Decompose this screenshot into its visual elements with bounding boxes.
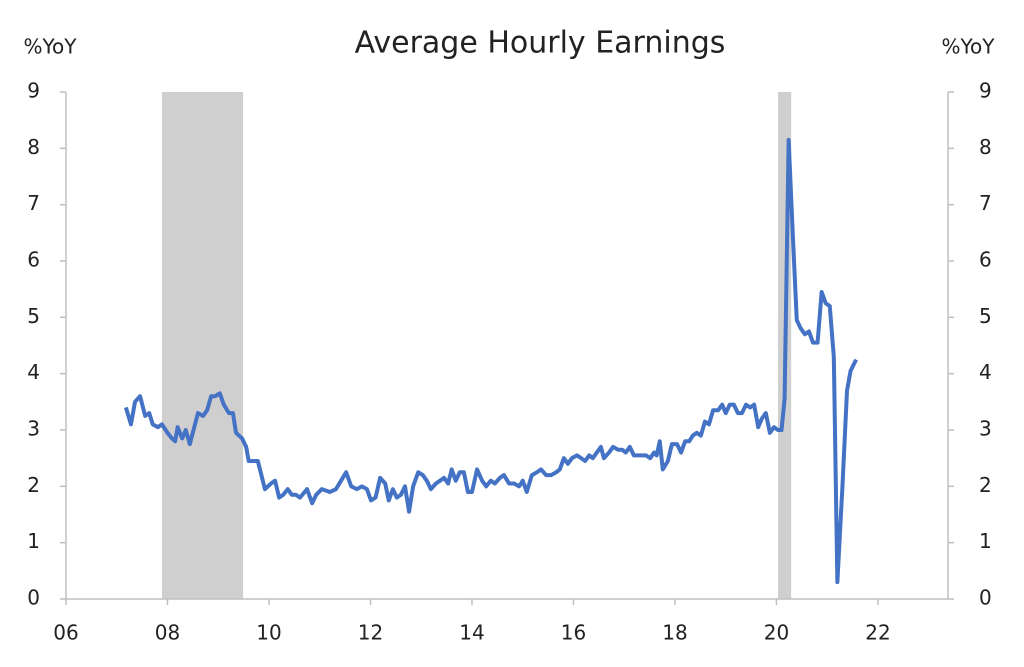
- x-tick-label: 22: [865, 621, 890, 645]
- x-tick-label: 12: [358, 621, 383, 645]
- x-tick-label: 18: [662, 621, 687, 645]
- y2-tick-label: 6: [979, 248, 992, 272]
- y2-axis-label: %YoY: [941, 35, 995, 59]
- y-tick-label: 4: [27, 360, 40, 384]
- y2-tick-label: 7: [979, 191, 992, 215]
- y2-tick-label: 9: [979, 79, 992, 103]
- y-tick-label: 2: [27, 473, 40, 497]
- x-tick-label: 10: [256, 621, 281, 645]
- y-axis-label: %YoY: [23, 35, 77, 59]
- x-tick-label: 06: [53, 621, 78, 645]
- line-series: [123, 137, 858, 585]
- y-tick-label: 7: [27, 191, 40, 215]
- x-tick-label: 08: [155, 621, 180, 645]
- y-tick-label: 1: [27, 529, 40, 553]
- chart-title: Average Hourly Earnings: [355, 26, 726, 61]
- y-tick-label: 9: [27, 79, 40, 103]
- y2-tick-label: 4: [979, 360, 992, 384]
- y2-tick-label: 0: [979, 586, 992, 610]
- y-tick-label: 5: [27, 304, 40, 328]
- y2-tick-label: 1: [979, 529, 992, 553]
- recession-band: [161, 92, 244, 599]
- y2-tick-label: 3: [979, 417, 992, 441]
- y-tick-label: 8: [27, 135, 40, 159]
- y2-tick-label: 2: [979, 473, 992, 497]
- x-tick-label: 16: [561, 621, 586, 645]
- x-tick-label: 14: [459, 621, 484, 645]
- x-tick-label: 20: [764, 621, 789, 645]
- y-tick-label: 3: [27, 417, 40, 441]
- y2-tick-label: 5: [979, 304, 992, 328]
- y-tick-label: 0: [27, 586, 40, 610]
- y-tick-label: 6: [27, 248, 40, 272]
- y2-tick-label: 8: [979, 135, 992, 159]
